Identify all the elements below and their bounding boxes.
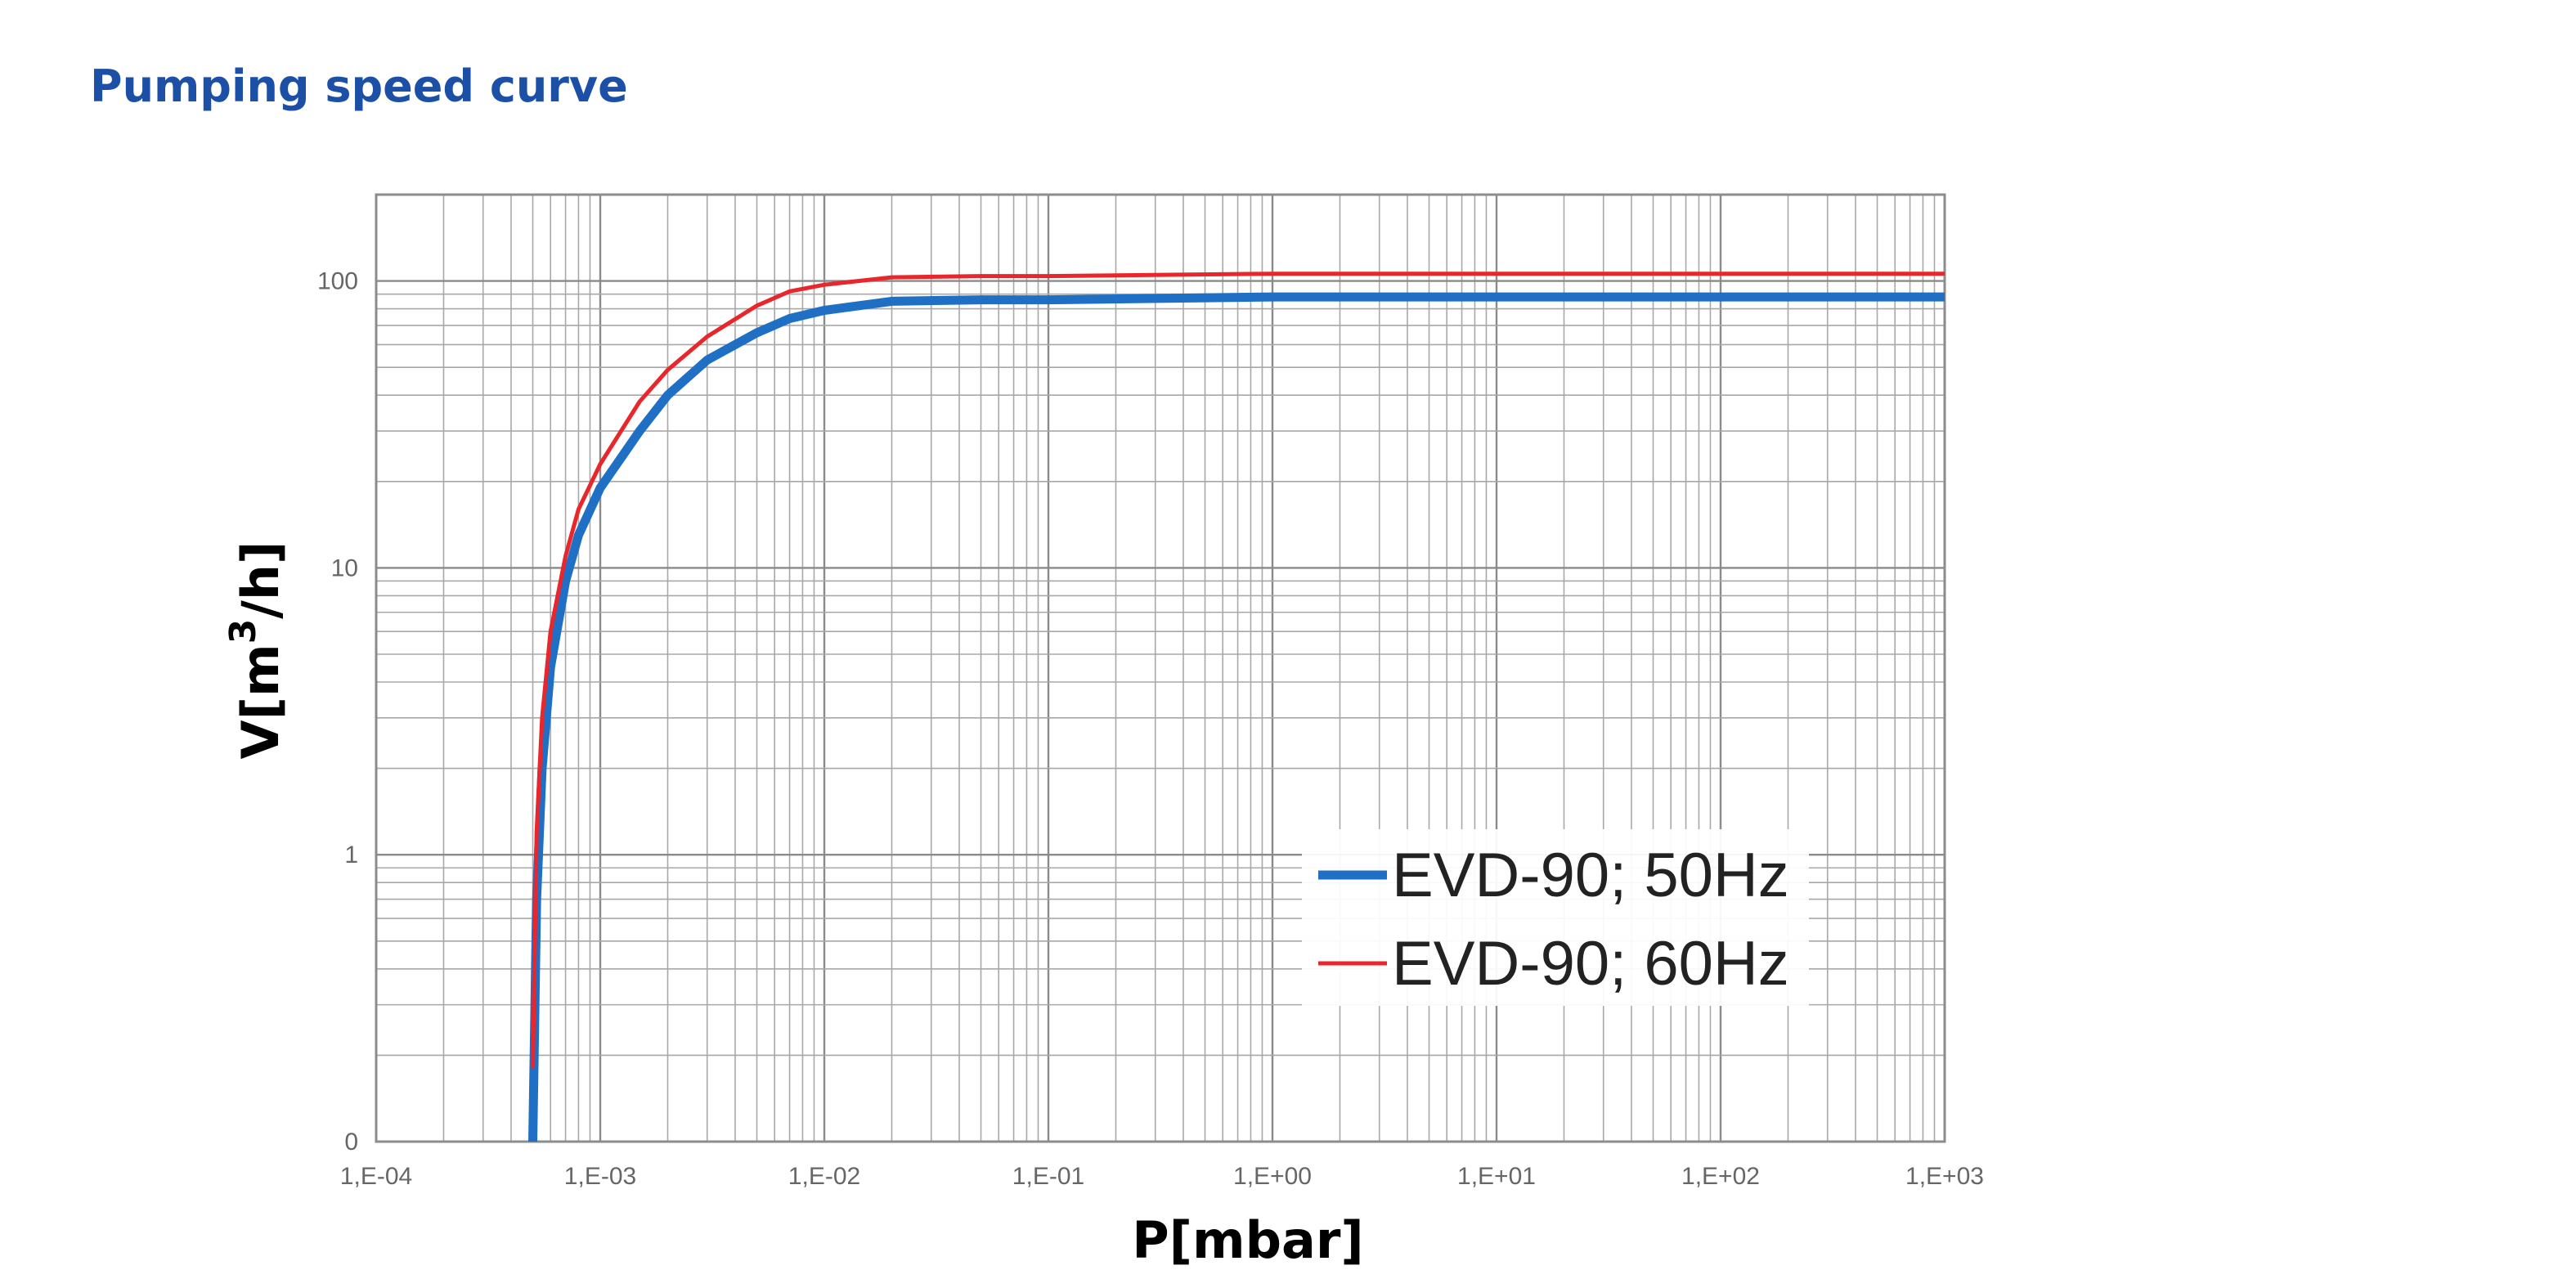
x-tick-label: 1,E-04 (340, 1163, 412, 1190)
x-tick-label: 1,E-02 (788, 1163, 860, 1190)
y-tick-label: 100 (317, 268, 358, 295)
x-tick-label: 1,E+00 (1233, 1163, 1312, 1190)
series-line-50hz (528, 292, 1945, 1142)
plot-frame (375, 193, 1946, 1143)
legend-label-50hz: EVD-90; 50Hz (1392, 841, 1789, 910)
chart-grid (376, 195, 1945, 1142)
page-title: Pumping speed curve (90, 61, 628, 112)
series-line-60hz (531, 272, 1945, 1069)
x-tick-label: 1,E-03 (564, 1163, 636, 1190)
y-axis-title-end: /h] (231, 541, 290, 619)
y-tick-label: 0 (344, 1129, 358, 1156)
y-tick-label: 1 (344, 841, 358, 868)
legend-background (1302, 829, 1809, 1006)
y-axis-title: V[m3/h] (222, 541, 290, 760)
chart-legend: EVD-90; 50Hz EVD-90; 60Hz (1302, 829, 1809, 1006)
y-axis-title-main: V[m (231, 644, 290, 759)
x-tick-label: 1,E+01 (1457, 1163, 1536, 1190)
x-tick-label: 1,E+03 (1905, 1163, 1984, 1190)
y-tick-label: 10 (331, 554, 358, 581)
x-axis-title: P[mbar] (1132, 1210, 1364, 1270)
series-layer (528, 272, 1945, 1142)
x-tick-labels: 1,E-04 1,E-03 1,E-02 1,E-01 1,E+00 1,E+01 1,E+… (340, 1163, 1984, 1190)
legend-label-60hz: EVD-90; 60Hz (1392, 929, 1789, 999)
x-tick-label: 1,E+02 (1681, 1163, 1760, 1190)
y-axis-title-superscript: 3 (222, 619, 264, 644)
y-tick-labels: 0 1 10 100 (317, 268, 358, 1156)
x-tick-label: 1,E-01 (1012, 1163, 1084, 1190)
